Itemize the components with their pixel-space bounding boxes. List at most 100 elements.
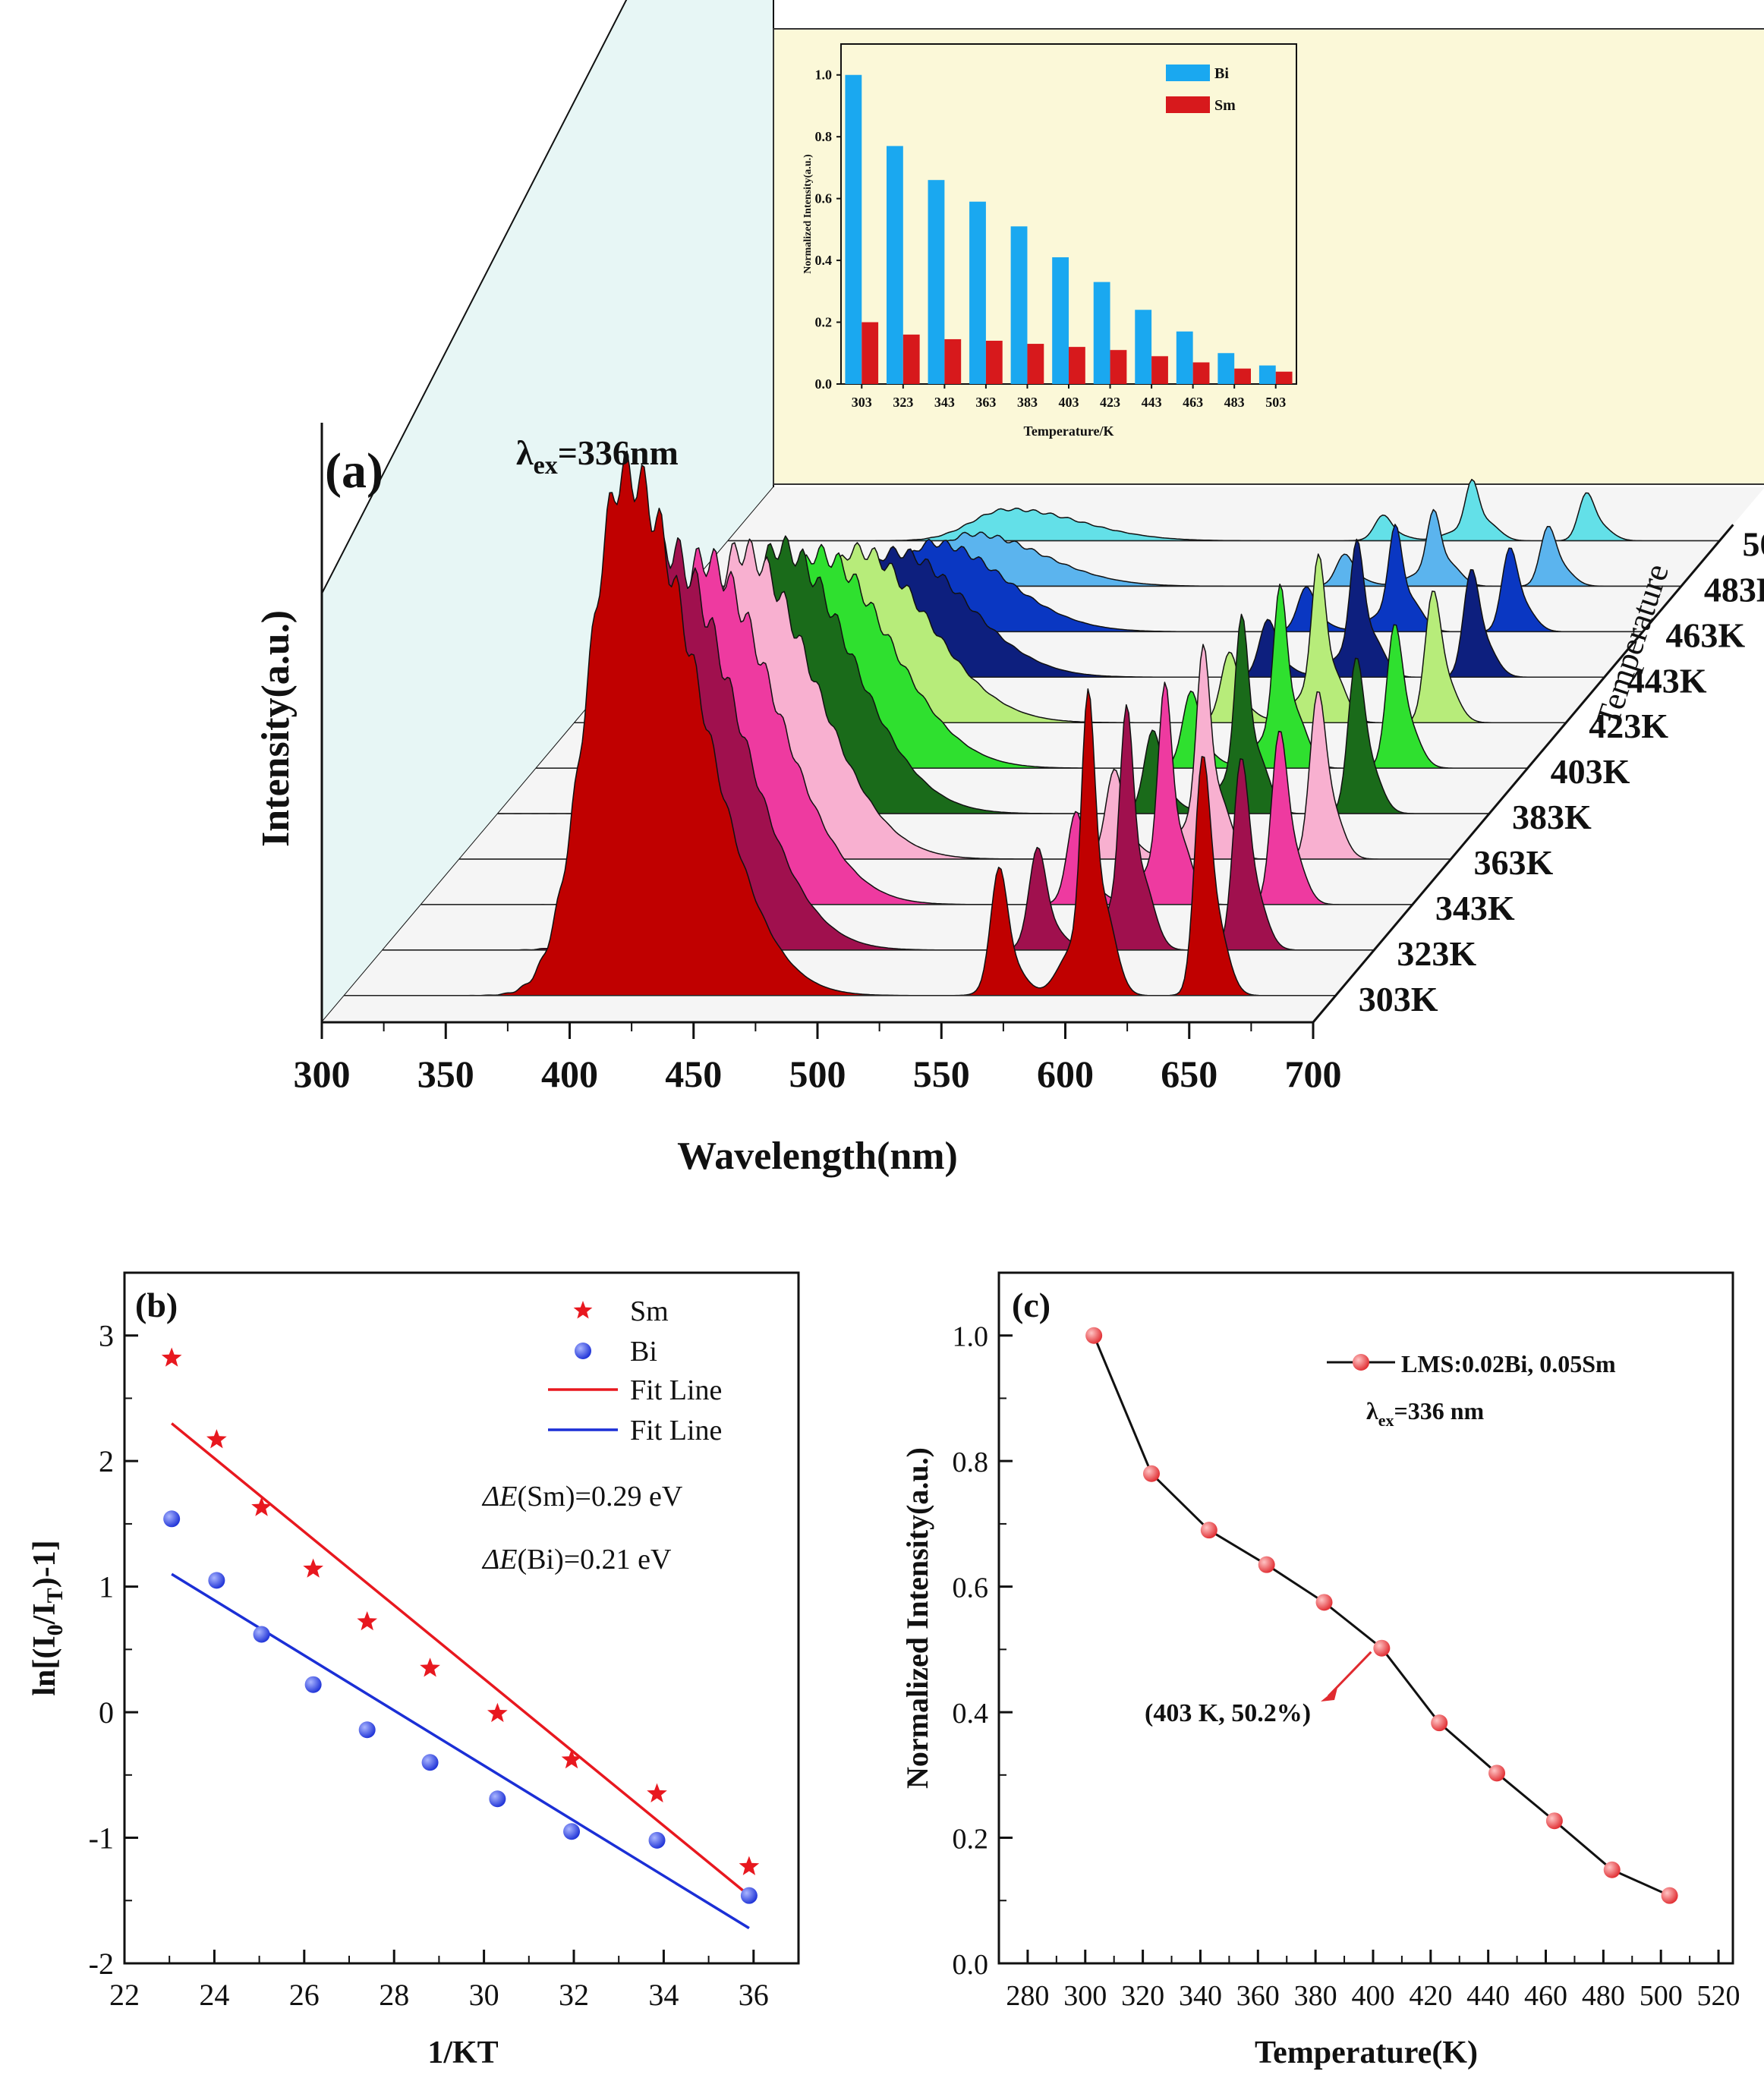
x-tick-label: 22 xyxy=(109,1978,140,2012)
bar-Sm-503 xyxy=(1275,371,1293,384)
inset-x-tick-label: 343 xyxy=(934,395,955,410)
sm-star-point xyxy=(487,1702,508,1723)
inset-legend-label-Sm: Sm xyxy=(1214,97,1236,114)
sm-star-point xyxy=(561,1749,582,1769)
inset-x-tick-label: 463 xyxy=(1183,395,1203,410)
x-tick-label: 700 xyxy=(1285,1053,1342,1095)
x-tick-label: 500 xyxy=(1640,1980,1683,2012)
y-tick-label: -2 xyxy=(89,1947,114,1981)
inset-x-tick-label: 483 xyxy=(1224,395,1245,410)
sm-star-point xyxy=(251,1497,272,1516)
bi-sphere-point xyxy=(304,1676,322,1693)
excitation-annotation-c: λex=336 nm xyxy=(1366,1397,1485,1430)
bar-Sm-363 xyxy=(985,340,1003,384)
x-tick-label: 36 xyxy=(739,1978,769,2012)
decay-point xyxy=(1142,1465,1160,1482)
panel-b-arrhenius-plot: 22 24 26 28 30 32 34 36 -2 -1 0 1 2 3 Sm Bi Fit Line Fit … xyxy=(27,1271,800,2070)
bi-sphere-point xyxy=(648,1831,666,1849)
bar-Sm-383 xyxy=(1027,344,1044,384)
x-tick-label: 280 xyxy=(1006,1980,1049,2012)
x-tick-label: 480 xyxy=(1582,1980,1625,2012)
ylabel-part: )-1] xyxy=(27,1540,62,1588)
inset-legend-swatch-Bi xyxy=(1166,65,1210,81)
panel-label-c: (c) xyxy=(1012,1286,1051,1324)
panel-label-b: (b) xyxy=(135,1286,178,1324)
bar-Bi-343 xyxy=(928,180,945,384)
fit-line-sm xyxy=(171,1422,750,1897)
y-axis-title: Intensity(a.u.) xyxy=(254,610,298,847)
lambda-value: =336nm xyxy=(558,433,679,472)
inset-x-tick-label: 403 xyxy=(1059,395,1079,410)
x-tick-label: 34 xyxy=(648,1978,679,2012)
inset-x-axis-title: Temperature/K xyxy=(1024,423,1114,439)
x-tick-label: 520 xyxy=(1697,1980,1740,2012)
legend-sphere-icon xyxy=(575,1343,591,1359)
sm-star-point xyxy=(357,1611,377,1631)
temperature-label-503K: 503K xyxy=(1743,525,1764,564)
inset-y-tick-label: 0.0 xyxy=(815,376,833,392)
bi-sphere-point xyxy=(421,1754,439,1771)
x-axis-title-b: 1/KT xyxy=(427,2035,498,2070)
bi-sphere-point xyxy=(740,1887,758,1904)
inset-legend-label-Bi: Bi xyxy=(1214,65,1229,82)
x-axis-title: Wavelength(nm) xyxy=(677,1135,958,1178)
y-axis-title-b: ln[(I0/IT)-1] xyxy=(27,1540,68,1695)
temperature-label-323K: 323K xyxy=(1397,934,1476,973)
inset-y-tick-label: 0.4 xyxy=(815,253,833,268)
inset-y-axis-title: Normalized Intensity(a.u.) xyxy=(802,154,814,274)
inset-x-tick-label: 303 xyxy=(852,395,872,410)
decay-point xyxy=(1315,1594,1333,1611)
y-tick-label: 2 xyxy=(99,1444,114,1478)
bi-sphere-point xyxy=(489,1790,506,1808)
lambda-symbol: λ xyxy=(516,433,534,472)
bar-Sm-303 xyxy=(862,322,879,384)
bar-Bi-423 xyxy=(1093,282,1110,384)
y-axis-title-c: Normalized Intensity(a.u.) xyxy=(900,1447,934,1789)
temperature-label-463K: 463K xyxy=(1665,615,1745,654)
bar-Bi-463 xyxy=(1176,331,1193,384)
x-tick-label: 30 xyxy=(469,1978,499,2012)
x-tick-label: 440 xyxy=(1466,1980,1510,2012)
ylabel-subscript: T xyxy=(43,1588,68,1603)
lambda-subscript: ex xyxy=(534,452,558,480)
inset-y-tick-label: 0.2 xyxy=(815,315,833,330)
ylabel-subscript: 0 xyxy=(43,1624,68,1635)
legend-label-sample: LMS:0.02Bi, 0.05Sm xyxy=(1401,1350,1616,1377)
inset-x-tick-label: 363 xyxy=(975,395,996,410)
y-tick-label: 0 xyxy=(99,1695,114,1730)
inset-legend-swatch-Sm xyxy=(1166,96,1210,113)
temperature-label-483K: 483K xyxy=(1704,570,1764,609)
energy-value: (Bi)=0.21 eV xyxy=(518,1544,673,1576)
bar-Sm-403 xyxy=(1069,347,1085,384)
decay-point xyxy=(1373,1639,1391,1657)
y-tick-label: 3 xyxy=(99,1319,114,1353)
legend-label-fit-bi: Fit Line xyxy=(630,1415,722,1447)
x-tick-label: 360 xyxy=(1236,1980,1280,2012)
bar-Bi-403 xyxy=(1052,257,1069,384)
x-tick-label: 32 xyxy=(559,1978,589,2012)
temperature-label-383K: 383K xyxy=(1512,798,1592,836)
bar-Bi-503 xyxy=(1258,365,1276,384)
bar-Sm-423 xyxy=(1110,350,1127,384)
decay-point xyxy=(1200,1522,1217,1539)
temperature-label-443K: 443K xyxy=(1627,661,1707,700)
x-tick-label: 350 xyxy=(417,1053,474,1095)
callout-arrow-head xyxy=(1321,1688,1337,1702)
lambda-subscript: ex xyxy=(1378,1411,1394,1430)
bi-sphere-point xyxy=(563,1823,581,1840)
energy-value: (Sm)=0.29 eV xyxy=(518,1481,683,1513)
inset-x-tick-label: 323 xyxy=(893,395,913,410)
inset-x-tick-label: 423 xyxy=(1100,395,1120,410)
legend-label-bi: Bi xyxy=(630,1336,657,1368)
bar-Bi-443 xyxy=(1135,310,1152,384)
y-tick-label: -1 xyxy=(89,1821,114,1856)
y-tick-label: 0.0 xyxy=(953,1949,989,1981)
ylabel-part: /I xyxy=(27,1603,62,1625)
inset-x-tick-label: 503 xyxy=(1265,395,1286,410)
y-tick-label: 0.2 xyxy=(953,1824,989,1856)
bi-sphere-point xyxy=(253,1626,270,1643)
bar-Sm-463 xyxy=(1192,362,1210,384)
sm-star-point xyxy=(303,1558,323,1578)
y-tick-label: 0.6 xyxy=(953,1572,989,1604)
